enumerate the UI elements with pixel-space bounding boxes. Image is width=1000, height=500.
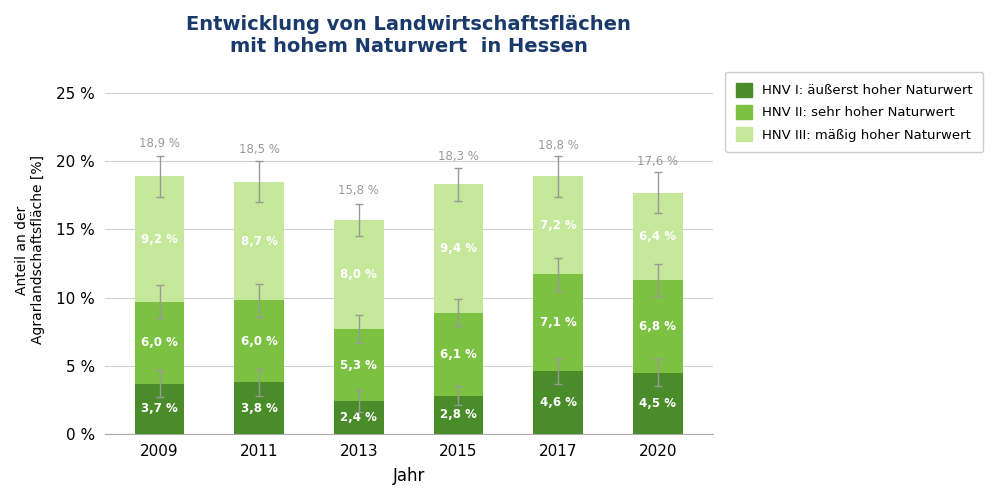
Bar — [434, 312, 483, 396]
Legend: HNV I: äußerst hoher Naturwert, HNV II: sehr hoher Naturwert, HNV III: mäßig hoh: HNV I: äußerst hoher Naturwert, HNV II: … — [725, 72, 983, 152]
Bar — [434, 396, 483, 434]
Bar — [234, 300, 284, 382]
Bar — [234, 182, 284, 300]
Text: 18,5 %: 18,5 % — [239, 143, 280, 156]
Text: 6,0 %: 6,0 % — [141, 336, 178, 349]
Bar — [633, 372, 683, 434]
Text: 15,8 %: 15,8 % — [338, 184, 379, 197]
Bar — [633, 192, 683, 280]
Text: 3,8 %: 3,8 % — [241, 402, 278, 414]
Bar — [533, 176, 583, 274]
Text: 3,7 %: 3,7 % — [141, 402, 178, 415]
Text: 6,0 %: 6,0 % — [241, 334, 278, 347]
Bar — [334, 329, 384, 401]
Bar — [633, 280, 683, 372]
Bar — [135, 302, 184, 384]
Text: 6,8 %: 6,8 % — [639, 320, 676, 333]
Bar — [434, 184, 483, 312]
Bar — [334, 220, 384, 329]
Text: 6,4 %: 6,4 % — [639, 230, 676, 243]
Title: Entwicklung von Landwirtschaftsflächen
mit hohem Naturwert  in Hessen: Entwicklung von Landwirtschaftsflächen m… — [186, 15, 631, 56]
Text: 18,3 %: 18,3 % — [438, 150, 479, 162]
Text: 2,4 %: 2,4 % — [340, 411, 377, 424]
Text: 9,4 %: 9,4 % — [440, 242, 477, 255]
Text: 4,6 %: 4,6 % — [540, 396, 577, 409]
Text: 9,2 %: 9,2 % — [141, 232, 178, 245]
Text: 8,7 %: 8,7 % — [241, 234, 278, 248]
X-axis label: Jahr: Jahr — [392, 467, 425, 485]
Text: 6,1 %: 6,1 % — [440, 348, 477, 360]
Bar — [334, 401, 384, 434]
Bar — [533, 371, 583, 434]
Text: 5,3 %: 5,3 % — [340, 358, 377, 372]
Text: 17,6 %: 17,6 % — [637, 155, 678, 168]
Bar — [234, 382, 284, 434]
Y-axis label: Anteil an der
Agrarlandschaftsfläche [%]: Anteil an der Agrarlandschaftsfläche [%] — [15, 156, 45, 344]
Text: 2,8 %: 2,8 % — [440, 408, 477, 422]
Text: 18,9 %: 18,9 % — [139, 138, 180, 150]
Text: 8,0 %: 8,0 % — [340, 268, 377, 281]
Text: 7,1 %: 7,1 % — [540, 316, 576, 330]
Bar — [135, 176, 184, 302]
Bar — [135, 384, 184, 434]
Text: 4,5 %: 4,5 % — [639, 397, 676, 410]
Text: 7,2 %: 7,2 % — [540, 219, 576, 232]
Text: 18,8 %: 18,8 % — [538, 139, 579, 152]
Bar — [533, 274, 583, 371]
